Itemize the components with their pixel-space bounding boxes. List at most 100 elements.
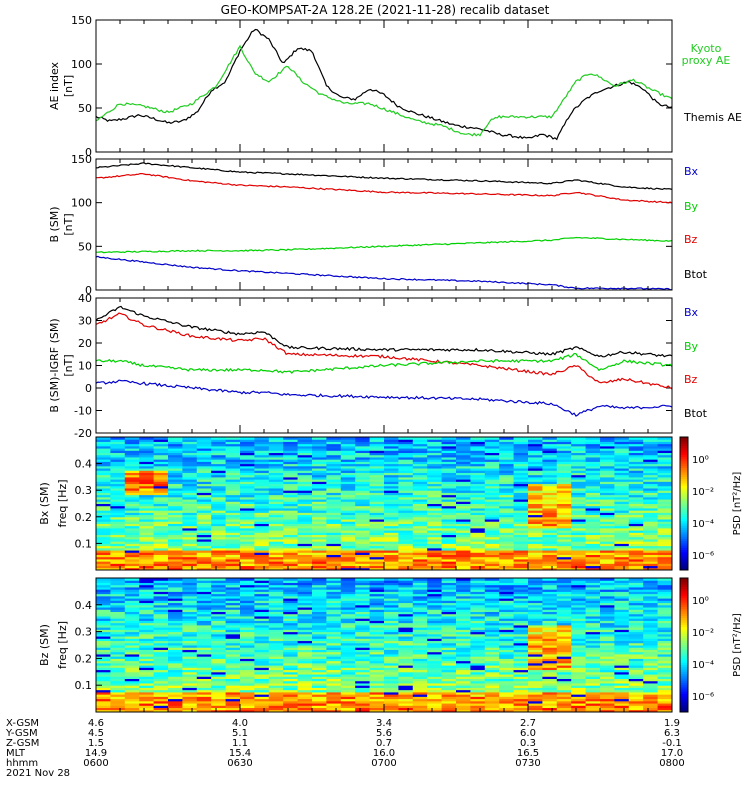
heatmap-cell	[96, 472, 111, 476]
heatmap-cell	[585, 538, 601, 542]
heatmap-cell	[470, 454, 486, 458]
heatmap-cell	[153, 441, 169, 445]
heatmap-cell	[470, 660, 486, 664]
heatmap-cell	[643, 523, 659, 527]
heatmap-cell	[225, 636, 241, 639]
heatmap-cell	[456, 613, 471, 617]
heatmap-cell	[657, 487, 673, 491]
heatmap-cell	[254, 468, 270, 471]
heatmap-cell	[268, 463, 284, 467]
heatmap-cell	[153, 647, 169, 650]
heatmap-cell	[369, 618, 385, 621]
heatmap-cell	[369, 523, 385, 527]
y-axis-label: B (SM)-IGRF (SM)	[48, 318, 61, 412]
y-axis-unit: [nT]	[62, 75, 75, 97]
heatmap-cell	[225, 629, 241, 633]
heatmap-cell	[225, 615, 241, 619]
heatmap-cell	[182, 629, 198, 633]
heatmap-cell	[283, 516, 299, 520]
heatmap-cell	[456, 459, 471, 462]
heatmap-cell	[484, 501, 500, 504]
heatmap-cell	[484, 665, 500, 668]
heatmap-cell	[600, 547, 615, 551]
heatmap-cell	[355, 618, 371, 621]
heatmap-cell	[643, 461, 659, 465]
heatmap-cell	[456, 640, 471, 644]
heatmap-cell	[312, 582, 327, 586]
heatmap-cell	[96, 689, 111, 693]
heatmap-cell	[240, 454, 255, 458]
heatmap-cell	[585, 595, 601, 599]
heatmap-cell	[412, 441, 428, 445]
heatmap-cell	[240, 510, 255, 513]
heatmap-cell	[398, 456, 414, 460]
heatmap-cell	[556, 685, 572, 688]
heatmap-cell	[571, 514, 587, 518]
heatmap-cell	[441, 703, 457, 706]
heatmap-cell	[398, 545, 414, 549]
heatmap-cell	[355, 541, 371, 544]
heatmap-cell	[283, 676, 299, 679]
heatmap-cell	[268, 547, 284, 551]
heatmap-cell	[96, 676, 111, 679]
heatmap-cell	[211, 685, 227, 688]
heatmap-cell	[240, 609, 255, 612]
heatmap-cell	[110, 651, 126, 655]
heatmap-cell	[657, 499, 673, 502]
heatmap-cell	[254, 638, 270, 642]
heatmap-cell	[643, 521, 659, 524]
heatmap-cell	[600, 512, 615, 516]
heatmap-cell	[499, 645, 515, 648]
heatmap-cell	[326, 667, 342, 671]
heatmap-cell	[556, 441, 572, 445]
heatmap-cell	[168, 459, 183, 462]
heatmap-cell	[470, 584, 486, 588]
heatmap-cell	[369, 653, 385, 657]
heatmap-cell	[153, 445, 169, 449]
heatmap-cell	[470, 631, 486, 635]
heatmap-cell	[484, 638, 500, 642]
heatmap-cell	[340, 479, 356, 482]
heatmap-cell	[96, 514, 111, 518]
heatmap-cell	[153, 496, 169, 500]
heatmap-cell	[600, 532, 615, 536]
heatmap-cell	[182, 556, 198, 560]
heatmap-cell	[355, 501, 371, 504]
heatmap-cell	[556, 456, 572, 460]
heatmap-cell	[412, 496, 428, 500]
heatmap-cell	[268, 439, 284, 442]
heatmap-cell	[240, 613, 255, 617]
heatmap-cell	[600, 476, 615, 480]
heatmap-cell	[139, 538, 155, 542]
heatmap-cell	[369, 611, 385, 615]
heatmap-cell	[355, 584, 371, 588]
heatmap-cell	[499, 538, 515, 542]
heatmap-cell	[412, 640, 428, 644]
heatmap-cell	[211, 638, 227, 642]
heatmap-cell	[153, 550, 169, 553]
heatmap-cell	[369, 613, 385, 617]
heatmap-cell	[499, 669, 515, 673]
heatmap-cell	[628, 448, 644, 451]
heatmap-cell	[470, 611, 486, 615]
heatmap-cell	[326, 649, 342, 653]
heatmap-cell	[484, 505, 500, 509]
heatmap-cell	[196, 627, 212, 630]
heatmap-cell	[211, 653, 227, 657]
heatmap-cell	[499, 651, 515, 655]
heatmap-cell	[456, 660, 471, 664]
heatmap-cell	[268, 682, 284, 686]
heatmap-cell	[110, 589, 126, 592]
heatmap-cell	[556, 696, 572, 700]
heatmap-cell	[211, 671, 227, 675]
heatmap-cell	[456, 468, 471, 471]
heatmap-cell	[441, 483, 457, 487]
heatmap-cell	[240, 461, 255, 465]
heatmap-cell	[484, 680, 500, 684]
heatmap-cell	[499, 552, 515, 555]
colorbar-cell	[680, 474, 688, 478]
heatmap-cell	[124, 561, 140, 564]
heatmap-cell	[571, 547, 587, 551]
heatmap-cell	[384, 563, 399, 567]
